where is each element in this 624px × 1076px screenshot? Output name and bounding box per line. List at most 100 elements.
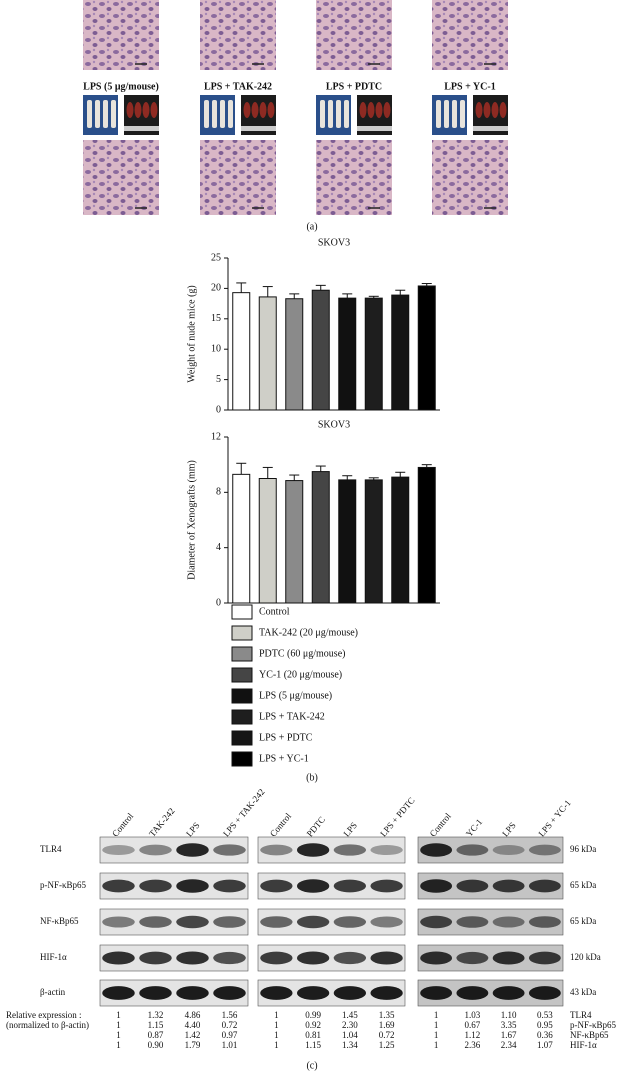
blot-band xyxy=(102,986,135,1000)
tumor xyxy=(359,102,367,118)
table-cell: 1.56 xyxy=(222,1010,238,1020)
y-axis-label: Diameter of Xenografts (mm) xyxy=(186,460,197,580)
blot-band xyxy=(333,951,367,965)
expression-label: (normalized to β-actin) xyxy=(6,1020,89,1030)
caption: (a) xyxy=(306,221,317,232)
blot-band xyxy=(420,915,453,929)
row-label: HIF-1α xyxy=(40,952,67,962)
mouse xyxy=(336,100,341,128)
bar xyxy=(258,478,277,604)
lane-label: Control xyxy=(428,811,454,839)
table-row-label: TLR4 xyxy=(570,1010,592,1020)
mouse xyxy=(87,100,92,128)
table-cell: 1 xyxy=(434,1010,439,1020)
group-label: LPS (5 μg/mouse) xyxy=(83,81,159,92)
blot-band xyxy=(333,879,367,893)
blot-band xyxy=(333,916,367,928)
table-cell: 1 xyxy=(116,1030,121,1040)
blot-band xyxy=(260,986,293,1000)
size-label: 65 kDa xyxy=(570,880,596,890)
blot-band xyxy=(492,879,525,893)
blot-band xyxy=(102,879,135,893)
mouse xyxy=(220,100,225,128)
legend-label: TAK-242 (20 μg/mouse) xyxy=(259,627,358,638)
tumor xyxy=(134,102,142,118)
blot-band xyxy=(420,986,453,1000)
lane-label: LPS xyxy=(500,820,518,838)
blot-band xyxy=(260,844,293,856)
mouse xyxy=(320,100,325,128)
bar xyxy=(232,292,251,411)
blot-band xyxy=(456,844,489,856)
table-row-label: HIF-1α xyxy=(570,1040,597,1050)
blot-band xyxy=(456,986,489,1000)
table-cell: 1.45 xyxy=(342,1010,358,1020)
legend-swatch xyxy=(231,688,253,704)
tumor xyxy=(267,102,275,118)
chart-title: SKOV3 xyxy=(318,419,350,430)
table-cell: 0.53 xyxy=(537,1010,553,1020)
blot-band xyxy=(176,986,209,1000)
blot-band xyxy=(456,951,489,965)
lane-label: LPS + TAK-242 xyxy=(221,787,267,839)
y-tick-label: 0 xyxy=(216,404,221,415)
blot-band xyxy=(139,916,172,928)
blot-band xyxy=(528,916,561,928)
bar xyxy=(364,297,383,411)
table-cell: 0.72 xyxy=(222,1020,238,1030)
bar xyxy=(285,298,304,411)
tumor xyxy=(243,102,251,118)
lane-label: Control xyxy=(110,811,136,839)
ruler xyxy=(124,126,159,131)
blot-band xyxy=(333,844,367,856)
table-cell: 1.42 xyxy=(185,1030,201,1040)
legend-swatch xyxy=(231,646,253,662)
blot-band xyxy=(420,951,453,965)
legend-swatch xyxy=(231,604,253,620)
table-row-label: p-NF-κBp65 xyxy=(570,1020,617,1030)
blot-band xyxy=(176,879,209,893)
table-cell: 0.95 xyxy=(537,1020,553,1030)
table-cell: 1 xyxy=(116,1040,121,1050)
legend-label: YC-1 (20 μg/mouse) xyxy=(259,669,342,680)
tumor xyxy=(142,102,150,118)
ruler xyxy=(473,126,508,131)
blot-band xyxy=(296,843,330,857)
table-cell: 1.79 xyxy=(185,1040,201,1050)
blot-band xyxy=(296,879,330,893)
table-cell: 0.97 xyxy=(222,1030,238,1040)
table-cell: 0.36 xyxy=(537,1030,553,1040)
row-label: NF-κBp65 xyxy=(40,916,79,926)
mouse xyxy=(204,100,209,128)
lane-label: LPS + PDTC xyxy=(378,795,417,838)
table-cell: 4.86 xyxy=(185,1010,201,1020)
y-tick-label: 8 xyxy=(216,487,221,498)
lane-label: PDTC xyxy=(305,815,327,839)
blot-band xyxy=(528,879,561,893)
table-cell: 1.15 xyxy=(305,1040,321,1050)
blot-band xyxy=(213,916,246,928)
tumor xyxy=(475,102,483,118)
table-cell: 1.67 xyxy=(501,1030,517,1040)
legend-label: LPS (5 μg/mouse) xyxy=(259,690,332,701)
table-cell: 0.72 xyxy=(379,1030,395,1040)
chart-title: SKOV3 xyxy=(318,237,350,248)
histology-image xyxy=(200,0,276,70)
bar xyxy=(338,479,357,604)
bar xyxy=(417,466,436,604)
blot-band xyxy=(139,879,172,893)
blot-band xyxy=(492,951,525,965)
legend-swatch xyxy=(231,667,253,683)
tumor xyxy=(150,102,158,118)
ruler xyxy=(357,126,392,131)
y-tick-label: 4 xyxy=(216,542,221,553)
mouse xyxy=(228,100,233,128)
blot-band xyxy=(370,844,403,856)
bar xyxy=(417,285,436,411)
mouse xyxy=(103,100,108,128)
blot-band xyxy=(213,844,246,856)
tumor xyxy=(126,102,134,118)
legend-swatch xyxy=(231,751,253,767)
mouse xyxy=(436,100,441,128)
ruler xyxy=(241,126,276,131)
